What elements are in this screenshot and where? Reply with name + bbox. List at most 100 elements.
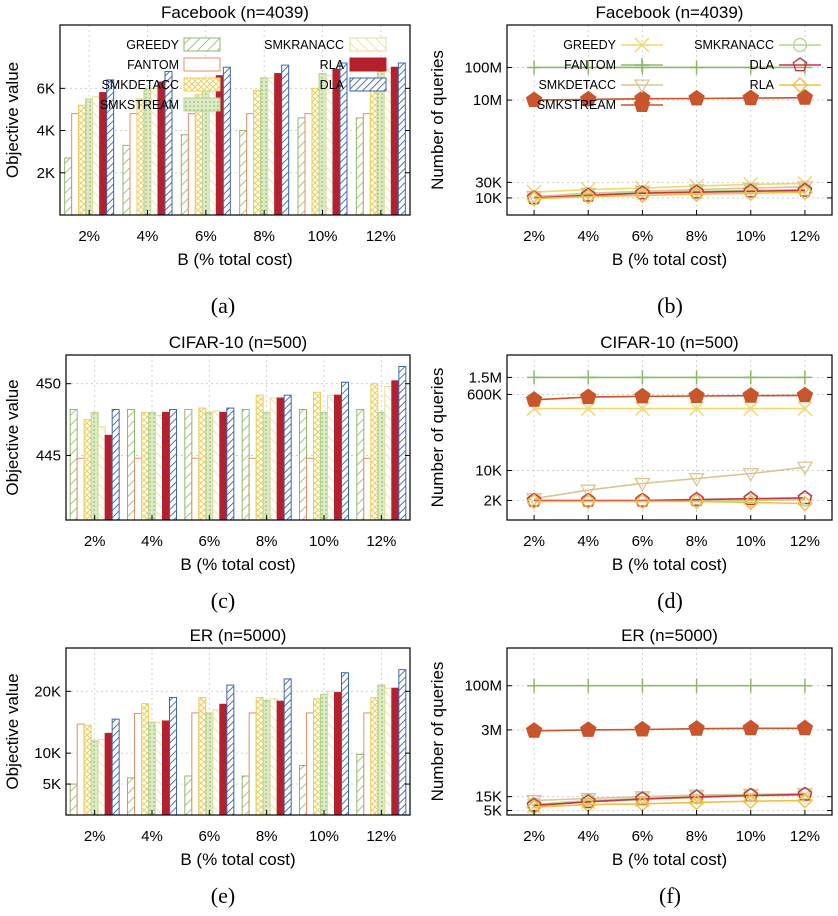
bar-greedy-12- [355,117,364,216]
bar-smkstream-6- [205,712,214,816]
point-greedy-6- [634,401,650,417]
bar-rla-10- [334,692,342,816]
y-tick-label: 450 [36,376,61,393]
y-tick-label: 5K [484,803,502,820]
x-tick-label: 6% [632,533,654,550]
bar-fantom-2- [76,723,85,816]
point-dla-6- [634,492,650,507]
bar-fantom-8- [248,712,257,816]
point-dla-6- [634,185,650,200]
bar-smkdetacc-6- [194,94,203,216]
bar-smkstream-2- [90,411,99,521]
x-tick-label: 4% [137,228,159,245]
x-axis-label: B (% total cost) [180,850,295,869]
x-tick-label: 12% [790,828,820,845]
bar-smkranacc-10- [325,75,334,216]
bar-greedy-10- [299,409,307,521]
legend-label-smkdetacc: SMKDETACC [101,78,179,92]
panel-e: 5K 10K 20K 2% 4% 6% 8% 10% 12% ER (n=5000) B (% to… [3,626,411,908]
bar-smkstream-4- [148,411,156,521]
point-rla-10- [742,793,759,810]
x-tick-label: 12% [366,828,396,845]
bar-smkstream-12- [376,70,385,216]
plot-frame [506,24,833,216]
bar-greedy-2- [69,783,78,816]
legend-swatch-fantom [183,57,221,72]
point-rla-4- [580,493,597,510]
bar-dla-6- [226,684,235,816]
bar-smkstream-10- [318,73,327,216]
bar-smkdetacc-4- [141,703,149,816]
chart-title: ER (n=5000) [621,626,718,645]
bar-fantom-2- [71,113,80,216]
bar-dla-10- [341,381,349,521]
x-tick-label: 4% [577,533,599,550]
panel-caption: (e) [211,883,235,908]
legend-swatch-rla [349,57,387,72]
legend-marker-smkdetacc [633,79,651,94]
bar-rla-2- [104,732,113,816]
line-rla [534,191,805,200]
plot-frame [65,354,411,521]
bar-dla-2- [111,718,120,816]
point-smkstream-4- [580,721,597,737]
x-tick-label: 4% [141,533,163,550]
bar-fantom-10- [304,113,313,216]
bar-rla-6- [219,411,228,521]
bar-fantom-4- [134,457,142,521]
point-fantom-8- [689,370,704,385]
point-dla-8- [689,184,705,199]
y-axis-label: Number of queries [428,662,447,802]
bar-smkranacc-8- [269,698,278,816]
y-tick-label: 15K [475,789,502,806]
bar-smkranacc-12- [384,687,393,816]
point-dla-10- [743,183,759,198]
x-axis-label: B (% total cost) [612,250,727,269]
legend-marker-rla [792,77,808,93]
x-tick-label: 10% [736,533,766,550]
bar-smkstream-6- [205,411,214,521]
point-smkstream-10- [742,387,759,403]
bar-smkranacc-2- [97,426,106,521]
y-tick-label: 1.5M [469,369,502,386]
bar-smkstream-8- [262,700,271,816]
bar-dla-12- [398,365,407,521]
panel-caption: (a) [211,293,235,318]
y-tick-label: 20K [34,683,61,700]
bar-smkdetacc-2- [83,419,92,521]
bar-smkstream-4- [148,721,156,816]
x-axis-label: B (% total cost) [612,555,727,574]
point-rla-8- [688,186,705,203]
bar-fantom-4- [134,713,142,816]
y-tick-label: 445 [36,447,61,464]
bar-dla-2- [111,409,120,521]
bar-smkstream-12- [377,411,386,521]
legend-swatch-smkdetacc [183,77,221,92]
x-tick-label: 10% [309,828,339,845]
bar-smkranacc-10- [327,690,335,816]
bar-greedy-8- [239,130,248,216]
legend-label-rla: RLA [320,58,345,72]
bar-dla-4- [169,696,177,816]
x-tick-label: 10% [736,228,766,245]
point-smkstream-8- [688,89,705,106]
point-smkstream-12- [796,89,814,105]
x-tick-label: 6% [198,533,220,550]
legend-swatch-smkranacc [349,37,387,52]
bar-fantom-12- [363,457,372,521]
chart-title: Facebook (n=4039) [161,3,309,22]
bar-smkdetacc-8- [253,89,262,216]
bar-dla-6- [226,407,235,521]
legend-label-fantom: FANTOM [564,58,616,72]
bar-dla-4- [164,70,173,216]
bar-smkranacc-6- [212,709,221,816]
point-smkranacc-12- [797,492,813,507]
x-tick-label: 4% [141,828,163,845]
y-axis-label: Objective value [3,673,22,789]
legend-label-greedy: GREEDY [126,38,179,52]
point-smkstream-8- [688,387,705,403]
x-tick-label: 10% [309,533,339,550]
point-smkdetacc-10- [742,468,759,482]
bar-smkdetacc-12- [370,383,379,521]
